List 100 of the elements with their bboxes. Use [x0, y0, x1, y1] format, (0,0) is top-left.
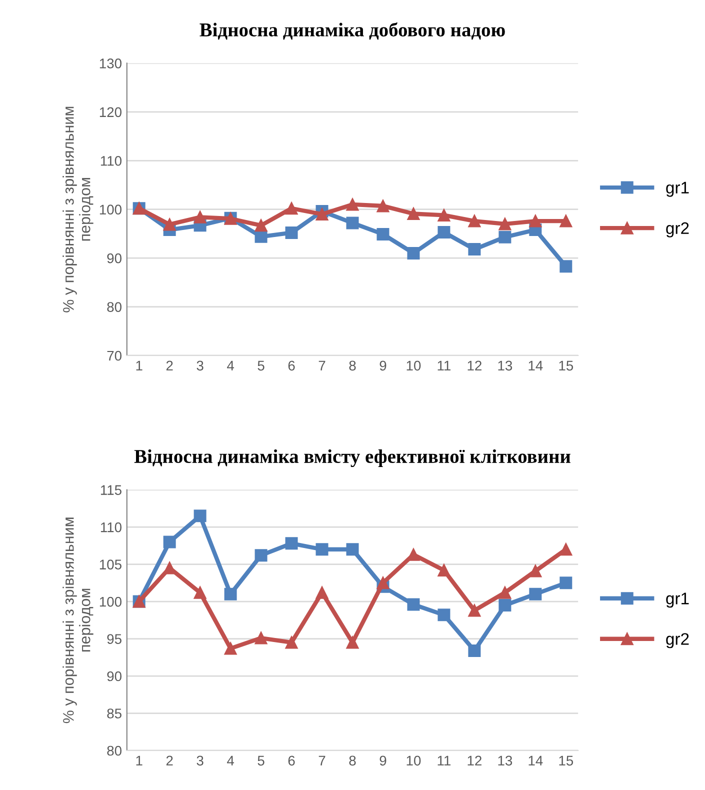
point: [285, 202, 298, 215]
y-tick-label: 110: [100, 156, 122, 166]
point: [560, 543, 572, 556]
point: [163, 562, 176, 574]
legend-label: gr2: [666, 222, 689, 238]
point: [194, 510, 206, 522]
y-tick-label: 90: [107, 253, 122, 264]
x-tick-label: 14: [528, 360, 543, 370]
y-tick-label: 130: [100, 58, 122, 68]
x-tick-label: 10: [406, 360, 421, 371]
y-axis-title: % у порівнянні з зрівняльним періодом: [62, 106, 94, 312]
x-tick-label: 8: [349, 360, 356, 371]
point: [285, 636, 298, 649]
point: [163, 218, 176, 231]
x-tick-label: 3: [196, 756, 204, 766]
x-tick-label: 15: [559, 756, 574, 766]
x-tick-label: 5: [258, 360, 264, 371]
point: [376, 576, 390, 590]
point: [254, 230, 268, 243]
y-tick-label: 95: [107, 634, 122, 644]
y-tick-label: 70: [107, 350, 122, 361]
y-tick-label: 100: [100, 596, 122, 607]
x-tick-label: 7: [318, 756, 326, 766]
point: [498, 230, 512, 244]
point: [194, 586, 206, 599]
x-tick-label: 13: [498, 756, 512, 766]
point: [254, 549, 268, 562]
x-tick-label: 1: [136, 360, 142, 370]
point: [346, 543, 359, 556]
point: [407, 246, 420, 260]
point: [468, 644, 481, 657]
point: [316, 208, 328, 220]
point: [498, 586, 512, 599]
point: [468, 214, 481, 228]
point: [285, 537, 298, 550]
x-tick-label: 2: [166, 360, 173, 370]
y-tick-label: 85: [107, 708, 122, 718]
point: [346, 198, 359, 211]
point: [498, 599, 512, 612]
x-tick-label: 9: [380, 360, 386, 371]
x-tick-label: 9: [380, 756, 386, 766]
point: [529, 588, 542, 600]
x-tick-label: 11: [438, 756, 450, 766]
x-tick-label: 11: [438, 360, 450, 370]
point: [163, 536, 176, 548]
x-tick-label: 1: [136, 756, 142, 766]
point: [316, 543, 328, 556]
point: [376, 228, 390, 240]
y-axis-title: % у порівнянні з зрівняльним періодом: [62, 518, 94, 724]
x-tick-label: 14: [528, 756, 543, 766]
point: [224, 588, 237, 600]
point: [560, 260, 572, 273]
point: [407, 598, 420, 611]
point: [438, 226, 450, 238]
y-tick-label: 80: [107, 746, 122, 756]
point: [194, 210, 206, 224]
y-tick-label: 90: [107, 671, 122, 682]
point: [529, 564, 542, 578]
x-tick-label: 6: [288, 360, 295, 371]
x-tick-label: 3: [196, 360, 204, 371]
point: [346, 636, 359, 649]
point: [560, 576, 572, 590]
x-tick-label: 7: [318, 360, 326, 370]
x-tick-label: 10: [406, 756, 421, 766]
x-tick-label: 12: [468, 360, 482, 370]
point: [468, 604, 481, 617]
x-tick-label: 6: [288, 756, 295, 766]
point: [438, 608, 450, 622]
point: [498, 218, 512, 230]
point: [407, 207, 420, 220]
point: [376, 200, 390, 212]
point: [529, 214, 542, 228]
point: [316, 586, 328, 599]
chart-title: Відносна динаміка добового надою: [200, 22, 505, 40]
x-tick-label: 4: [227, 360, 234, 370]
x-tick-label: 8: [349, 756, 356, 766]
legend-label: gr1: [666, 592, 689, 608]
point: [346, 216, 359, 230]
x-tick-label: 15: [559, 360, 574, 371]
y-tick-label: 120: [100, 107, 122, 118]
point: [285, 226, 298, 239]
x-tick-label: 4: [227, 756, 234, 766]
x-tick-label: 13: [498, 360, 512, 371]
y-tick-label: 115: [100, 485, 122, 495]
point: [560, 214, 572, 228]
legend-label: gr2: [666, 633, 689, 648]
chart-title: Відносна динаміка вмісту ефективної клітковини: [134, 449, 570, 468]
y-tick-label: 110: [100, 522, 122, 532]
point: [254, 219, 268, 232]
x-tick-label: 12: [468, 756, 482, 766]
x-tick-label: 2: [166, 756, 173, 766]
y-tick-label: 105: [100, 560, 122, 570]
point: [468, 243, 481, 256]
x-tick-label: 5: [258, 756, 264, 766]
point: [254, 632, 268, 644]
point: [224, 642, 237, 655]
y-tick-label: 80: [107, 302, 122, 312]
point: [438, 564, 450, 576]
legend-label: gr1: [666, 182, 689, 197]
point: [438, 208, 450, 222]
